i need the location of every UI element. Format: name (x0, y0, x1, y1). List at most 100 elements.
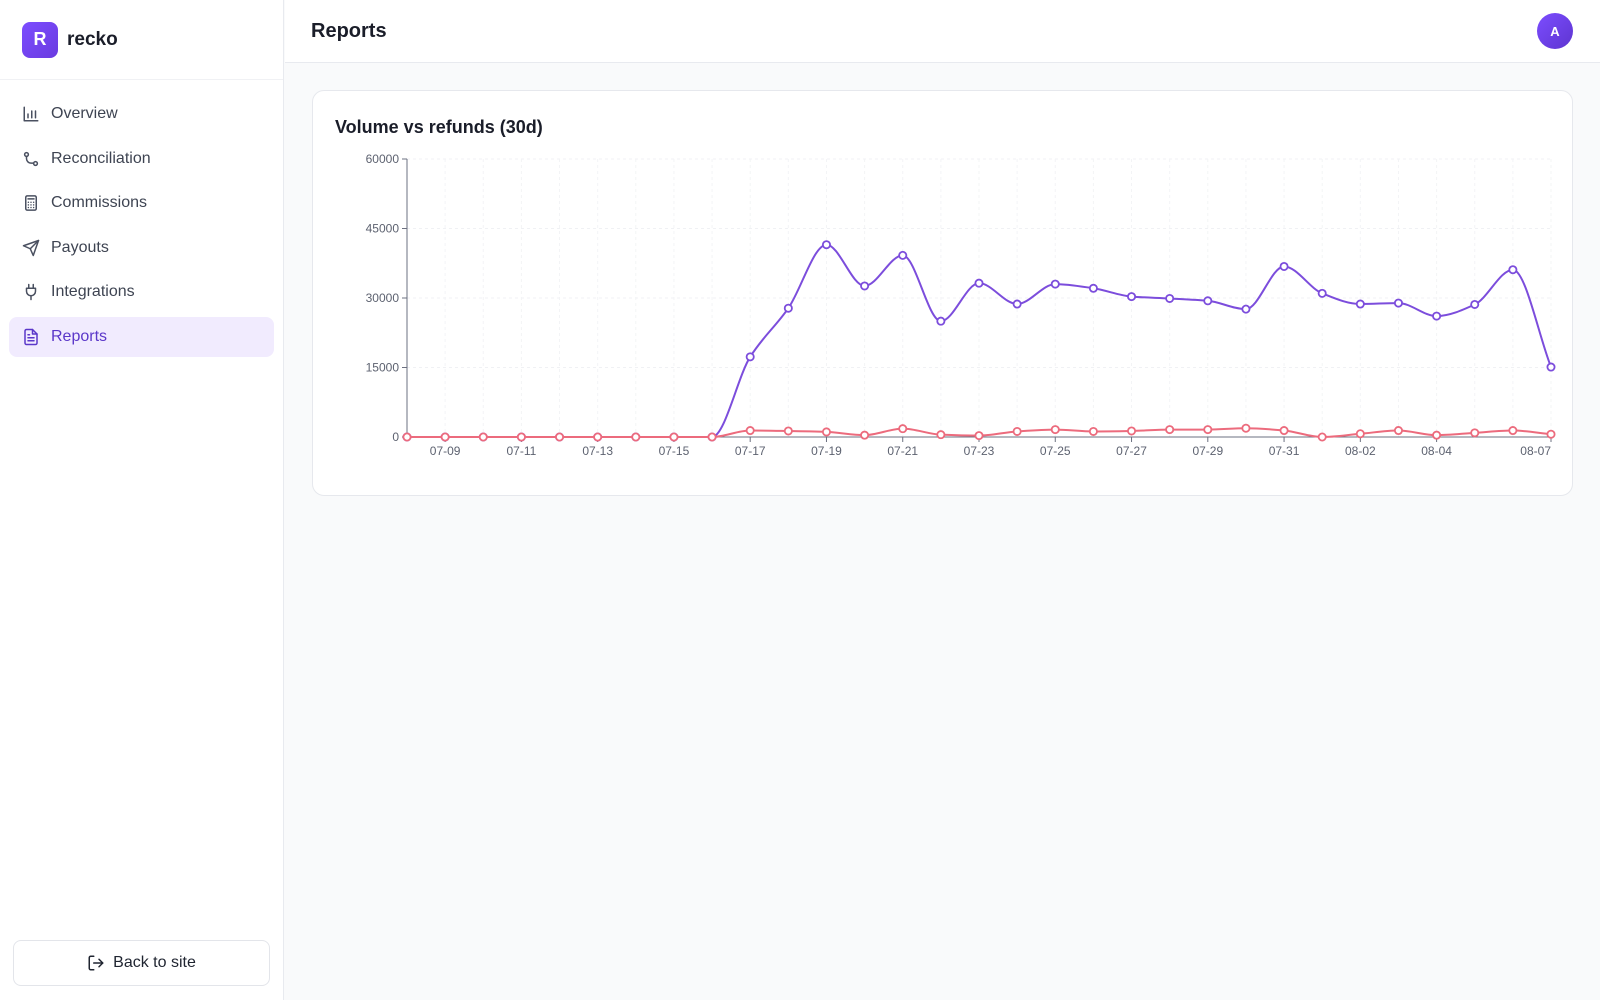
data-point-volume (974, 278, 984, 288)
y-tick-label: 45000 (366, 222, 400, 236)
x-tick-label: 07-29 (1192, 444, 1223, 458)
avatar[interactable]: A (1537, 13, 1573, 49)
data-point-refunds (478, 432, 488, 442)
x-tick-label: 08-07 (1520, 444, 1551, 458)
line-chart: 0 15000 30000 45000 60000 07-09 07-11 07-13 07-1… (366, 152, 1556, 458)
x-tick-label: 07-17 (735, 444, 766, 458)
data-point-volume (1470, 299, 1480, 309)
data-point-refunds (516, 432, 526, 442)
x-tick-label: 07-15 (659, 444, 690, 458)
data-point-volume (1432, 311, 1442, 321)
data-point-volume (1393, 298, 1403, 308)
data-point-volume (1203, 296, 1213, 306)
data-point-volume (1127, 292, 1137, 302)
sidebar-item-overview[interactable]: Overview (9, 94, 274, 134)
sidebar-item-label: Integrations (51, 283, 135, 300)
data-point-volume (1508, 265, 1518, 275)
data-point-refunds (402, 432, 412, 442)
brand-name: recko (67, 28, 118, 50)
x-tick-label: 08-04 (1421, 444, 1452, 458)
file-text-icon (22, 328, 40, 346)
data-point-volume (936, 316, 946, 326)
data-point-volume (1279, 261, 1289, 271)
sidebar-item-label: Payouts (51, 238, 109, 256)
page-title: Reports (311, 19, 387, 42)
data-point-volume (745, 352, 755, 362)
data-point-refunds (1317, 432, 1327, 442)
data-point-volume (1241, 304, 1251, 314)
data-point-volume (1317, 288, 1327, 298)
data-point-volume (860, 281, 870, 291)
x-tick-label: 07-21 (887, 444, 918, 458)
chart-title: Volume vs refunds (30d) (335, 117, 543, 137)
bar-chart-icon (22, 105, 40, 123)
x-tick-label: 07-11 (506, 444, 536, 458)
data-point-refunds (669, 432, 679, 442)
x-tick-label: 07-23 (964, 444, 995, 458)
sidebar: R recko Overview Reconciliation Commissi… (0, 0, 284, 1000)
send-icon (22, 239, 40, 257)
data-point-refunds (936, 430, 946, 440)
y-tick-label: 0 (392, 430, 399, 444)
sidebar-item-label: Reconciliation (51, 149, 151, 167)
data-point-refunds (783, 426, 793, 436)
data-point-volume (1088, 283, 1098, 293)
x-tick-label: 07-13 (582, 444, 613, 458)
sidebar-item-payouts[interactable]: Payouts (9, 228, 274, 268)
log-out-icon (87, 954, 105, 972)
git-merge-icon (22, 150, 40, 168)
data-point-refunds (1432, 430, 1442, 440)
y-tick-label: 30000 (366, 291, 400, 305)
plug-icon (22, 283, 40, 301)
x-tick-label: 07-27 (1116, 444, 1147, 458)
data-point-refunds (860, 430, 870, 440)
data-point-refunds (1050, 425, 1060, 435)
data-point-volume (821, 240, 831, 250)
x-tick-label: 07-25 (1040, 444, 1071, 458)
data-point-refunds (1393, 426, 1403, 436)
sidebar-item-label: Reports (51, 327, 108, 345)
data-point-refunds (1508, 426, 1518, 436)
data-point-refunds (593, 432, 603, 442)
calculator-icon (22, 194, 40, 212)
sidebar-item-commissions[interactable]: Commissions (9, 183, 274, 223)
sidebar-item-label: Overview (51, 105, 118, 122)
data-point-refunds (1203, 425, 1213, 435)
sidebar-item-reports[interactable]: Reports (9, 316, 274, 357)
sidebar-item-label: Commissions (51, 194, 148, 211)
data-point-refunds (555, 432, 565, 442)
data-point-refunds (1127, 426, 1137, 436)
data-point-volume (898, 250, 908, 260)
data-point-volume (1012, 299, 1022, 309)
data-point-refunds (898, 424, 908, 434)
data-point-refunds (1279, 426, 1289, 436)
x-tick-label: 07-31 (1269, 444, 1300, 458)
sidebar-item-integrations[interactable]: Integrations (9, 272, 274, 312)
data-point-refunds (974, 431, 984, 441)
data-point-refunds (1088, 426, 1098, 436)
data-point-volume (1355, 299, 1365, 309)
back-to-site-button[interactable]: Back to site (13, 940, 270, 986)
data-point-volume (783, 303, 793, 313)
back-to-site-label: Back to site (113, 954, 196, 971)
sidebar-item-reconciliation[interactable]: Reconciliation (9, 139, 274, 179)
x-tick-label: 07-09 (430, 444, 461, 458)
data-point-refunds (1165, 425, 1175, 435)
data-point-refunds (707, 432, 717, 442)
data-point-refunds (1012, 426, 1022, 436)
x-tick-label: 08-02 (1345, 444, 1376, 458)
sidebar-nav: Overview Reconciliation Commissions Payo… (0, 80, 283, 357)
data-point-refunds (1546, 429, 1556, 439)
brand-logo: R (22, 21, 58, 58)
chart-card: Volume vs refunds (30d) 0 15000 30000 45000… (312, 90, 1573, 496)
brand[interactable]: R recko (0, 0, 283, 80)
y-tick-label: 15000 (366, 361, 400, 375)
data-point-volume (1050, 279, 1060, 289)
top-bar: Reports A (285, 0, 1600, 63)
x-tick-label: 07-19 (811, 444, 842, 458)
data-point-refunds (745, 426, 755, 436)
data-point-refunds (821, 427, 831, 437)
y-tick-label: 60000 (366, 152, 400, 166)
data-point-refunds (631, 432, 641, 442)
data-point-volume (1546, 362, 1556, 372)
